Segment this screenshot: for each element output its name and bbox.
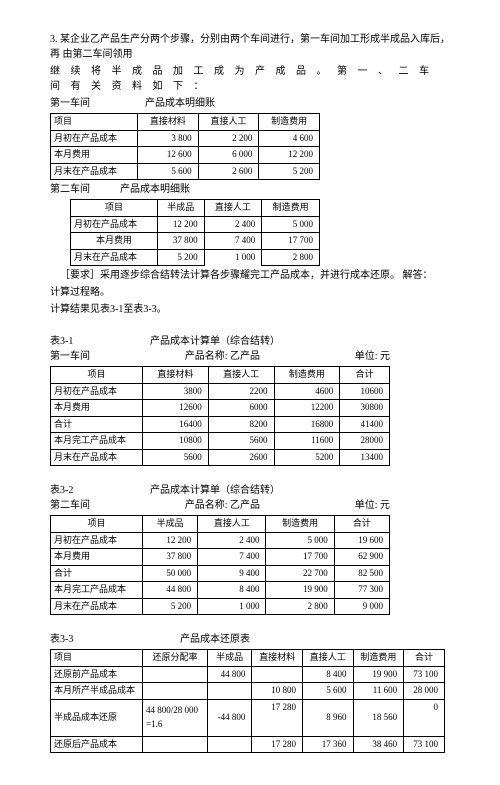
- t3-caption: 第一车间 产品名称: 乙产品 单位: 元: [50, 349, 390, 364]
- table-row: 月末在产品成本5 2001 0002 800: [71, 249, 320, 266]
- t3-cap-l: 第一车间: [50, 349, 90, 364]
- t4-title-row: 表3-2 产品成本计算单（综合结转）: [50, 483, 450, 498]
- table-row: 项目半成品直接人工制造费用: [71, 200, 320, 217]
- t4-tbl-num: 表3-2: [50, 483, 150, 498]
- table-row: 半成品成本还原44 800/28 000 =1.6-44 80017 2808 …: [51, 699, 445, 736]
- table-row: 月末在产品成本5 6002 6005 200: [51, 163, 320, 180]
- t4-cap-r: 单位: 元: [355, 498, 390, 513]
- table-3: 项目直接材料直接人工制造费用合计 月初在产品成本3800220046001060…: [50, 366, 390, 466]
- table-row: 本月费用12 6006 00012 200: [51, 147, 320, 164]
- t2-cap-r: 产品成本明细账: [120, 182, 190, 197]
- table-row: 月初在产品成本12 2002 4005 00019 600: [51, 532, 390, 549]
- t3-title-row: 表3-1 产品成本计算单（综合结转）: [50, 334, 450, 349]
- table-row: 本月费用1260060001220030800: [51, 400, 390, 417]
- table-row: 项目直接材料直接人工制造费用合计: [51, 367, 390, 384]
- t1-caption: 第一车间 产品成本明细账: [50, 96, 450, 111]
- table-4: 项目半成品直接人工制造费用合计 月初在产品成本12 2002 4005 0001…: [50, 515, 390, 615]
- table-row: 合计50 0009 40022 70082 500: [51, 565, 390, 582]
- table-row: 还原前产品成本44 8008 40019 90073 100: [51, 666, 445, 683]
- t3-cap-r: 单位: 元: [355, 349, 390, 364]
- table-row: 项目半成品直接人工制造费用合计: [51, 516, 390, 533]
- table-row: 项目直接材料直接人工制造费用: [51, 114, 320, 131]
- intro-line-1: 3. 某企业乙产品生产分两个步骤，分别由两个车间进行，第一车间加工形成半成品入库…: [50, 32, 450, 62]
- table-row: 月末在产品成本5 2001 0002 8009 000: [51, 598, 390, 615]
- t1-cap-r: 产品成本明细账: [145, 96, 215, 111]
- t2-cap-l: 第二车间: [50, 182, 120, 197]
- t5-title-row: 表3-3 产品成本还原表: [50, 632, 450, 647]
- t3-cap-m: 产品名称: 乙产品: [185, 349, 260, 364]
- table-5: 项目还原分配率半成品直接材料直接人工制造费用合计 还原前产品成本44 8008 …: [50, 649, 445, 753]
- t4-cap-l: 第二车间: [50, 498, 90, 513]
- table-row: 本月费用37 8007 40017 70062 900: [51, 549, 390, 566]
- table-row: 项目还原分配率半成品直接材料直接人工制造费用合计: [51, 650, 445, 667]
- t4-caption: 第二车间 产品名称: 乙产品 单位: 元: [50, 498, 390, 513]
- table-row: 本月费用37 8007 40017 700: [71, 233, 320, 250]
- t4-cap-m: 产品名称: 乙产品: [185, 498, 260, 513]
- table-row: 本月完工产品成本1080056001160028000: [51, 433, 390, 450]
- table-row: 还原后产品成本17 28017 36038 46073 100: [51, 736, 445, 753]
- t3-tbl-num: 表3-1: [50, 334, 150, 349]
- note-1: ［要求］采用逐步综合结转法计算各步骤耀完工产品成本，并进行成本还原。 解答：: [50, 268, 450, 283]
- table-row: 月初在产品成本3 8002 2004 600: [51, 130, 320, 147]
- table-row: 本月所产半成品成本10 8005 60011 60028 000: [51, 683, 445, 700]
- table-1: 项目直接材料直接人工制造费用 月初在产品成本3 8002 2004 600 本月…: [50, 113, 320, 180]
- table-row: 月末在产品成本56002600520013400: [51, 449, 390, 466]
- t5-tbl-num: 表3-3: [50, 632, 180, 647]
- t1-cap-l: 第一车间: [50, 96, 145, 111]
- table-row: 月初在产品成本38002200460010600: [51, 383, 390, 400]
- note-2: 计算过程略。: [50, 285, 450, 300]
- table-row: 合计1640082001680041400: [51, 416, 390, 433]
- note-3: 计算结果见表3-1至表3-3。: [50, 302, 450, 317]
- intro-line-2: 继 续 将 半 成 品 加 工 成 为 产 成 品 。 第 一 、 二 车 间 …: [50, 64, 450, 94]
- t3-title: 产品成本计算单（综合结转）: [150, 334, 280, 349]
- t2-caption: 第二车间 产品成本明细账: [50, 182, 450, 197]
- table-row: 本月完工产品成本44 8008 40019 90077 300: [51, 582, 390, 599]
- table-2: 项目半成品直接人工制造费用 月初在产品成本12 2002 4005 000 本月…: [70, 199, 320, 266]
- t4-title: 产品成本计算单（综合结转）: [150, 483, 280, 498]
- table-row: 月初在产品成本12 2002 4005 000: [71, 216, 320, 233]
- t5-title: 产品成本还原表: [180, 632, 250, 647]
